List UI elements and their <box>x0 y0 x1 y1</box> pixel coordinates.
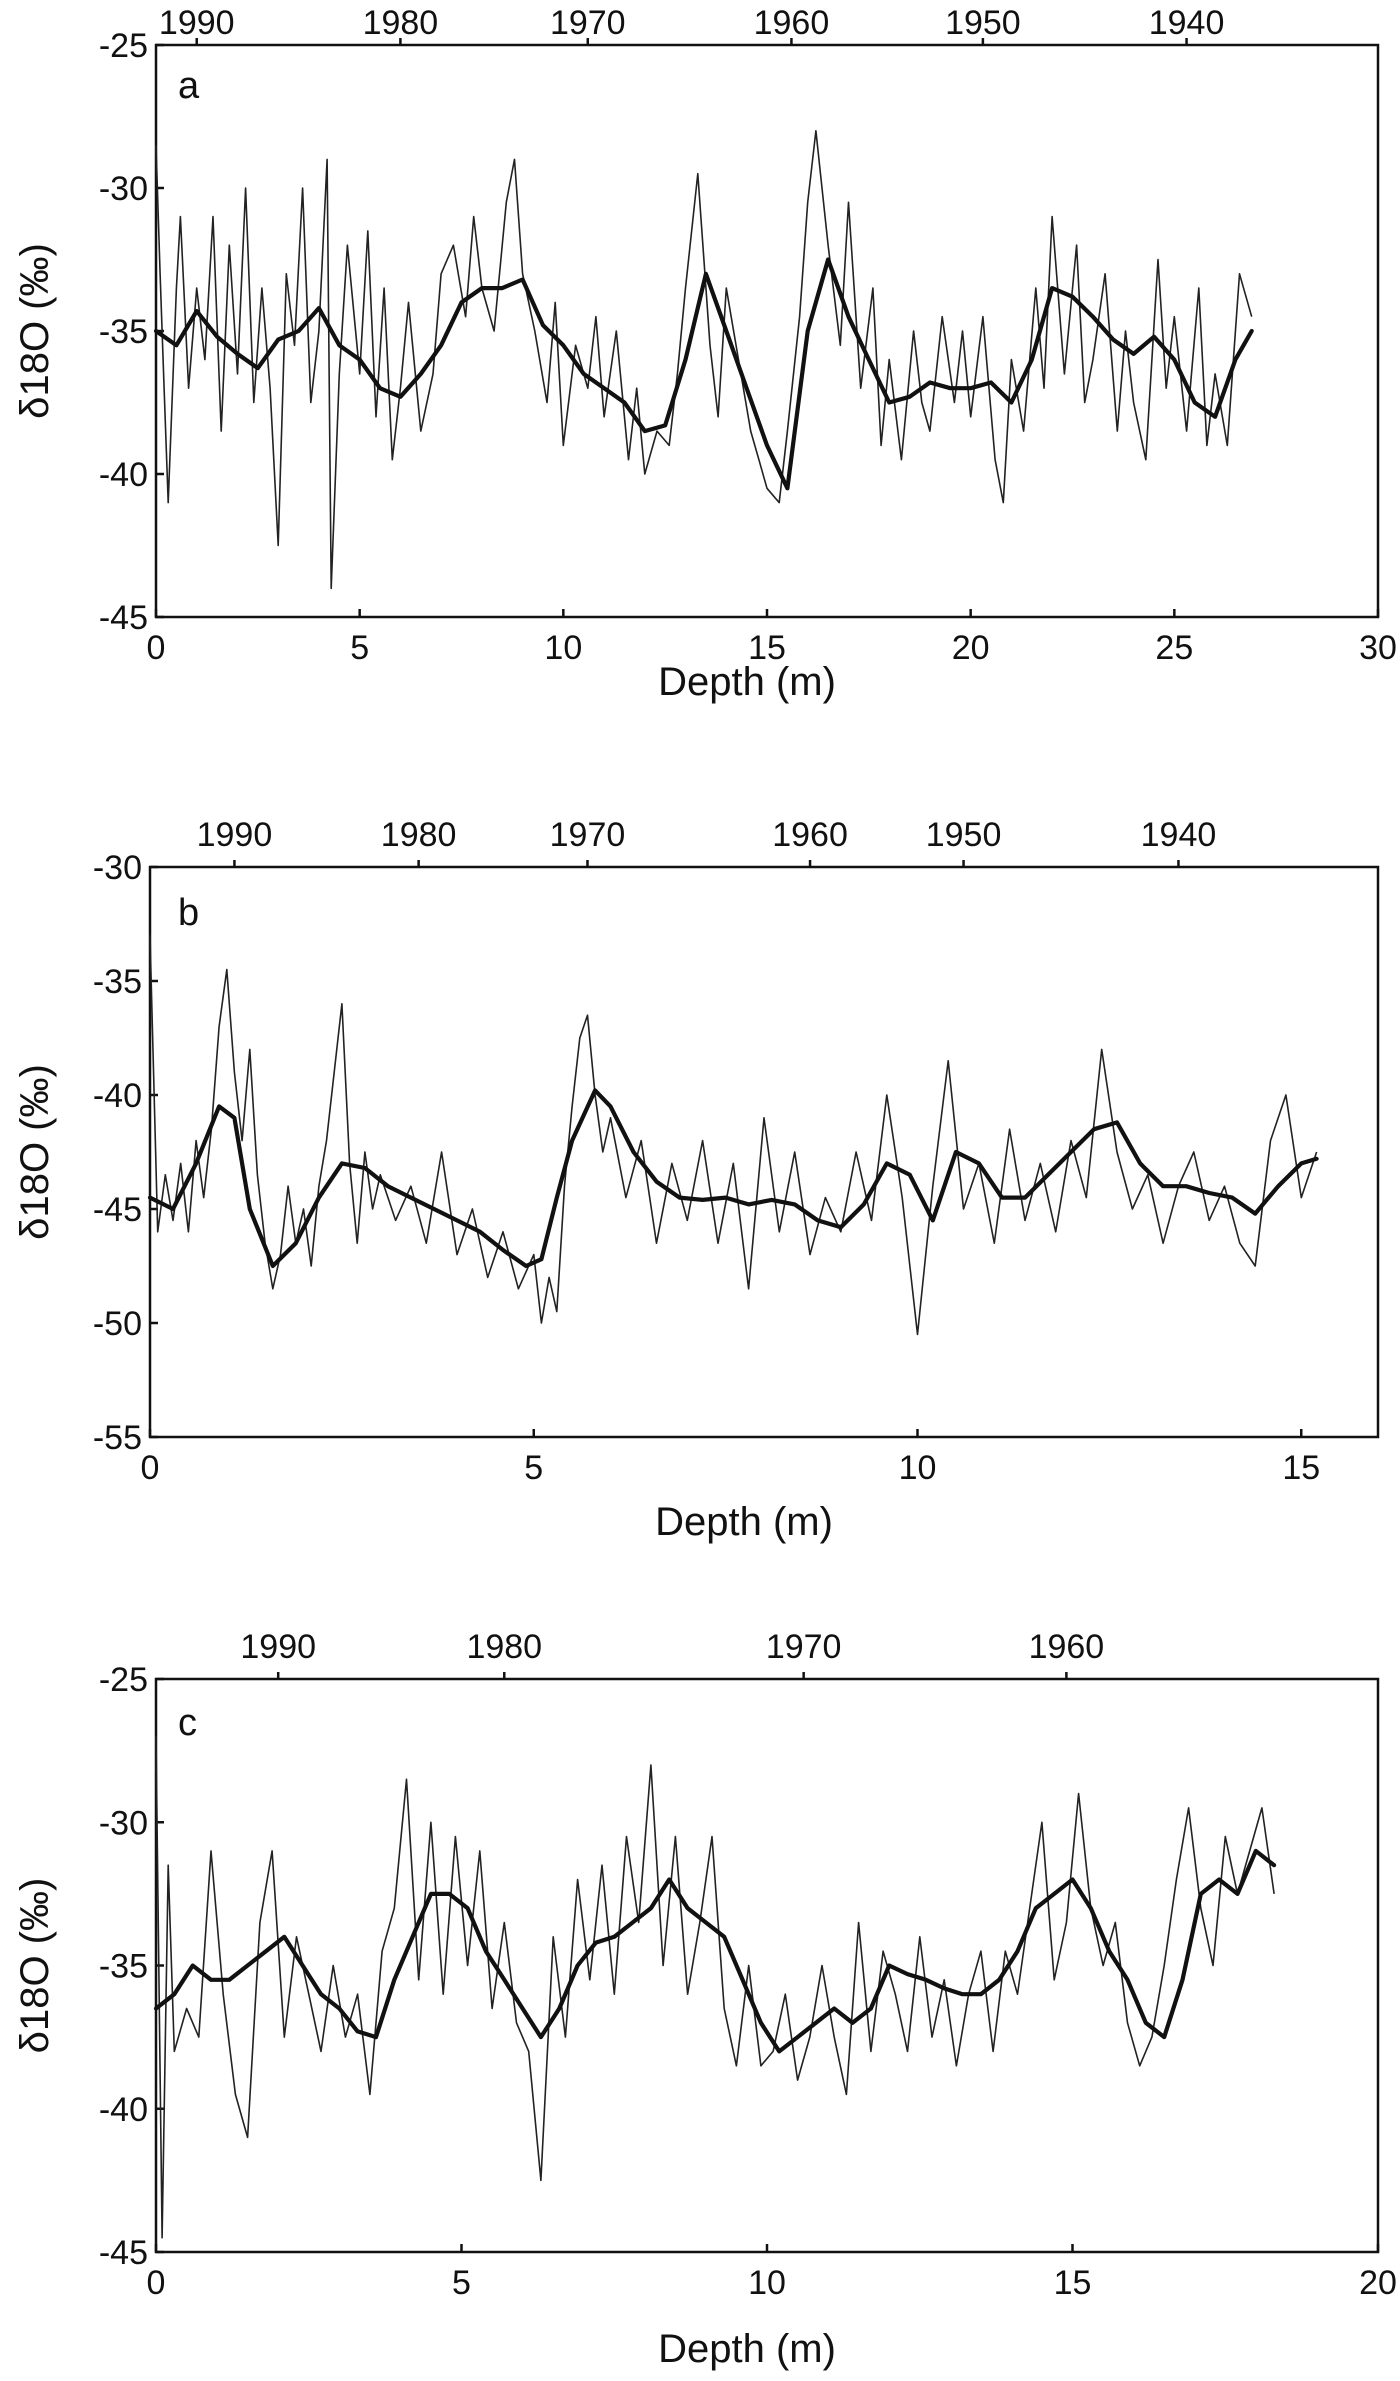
x-tick-label: 20 <box>952 629 990 667</box>
x-tick-label: 10 <box>544 629 582 667</box>
y-tick-label: -25 <box>99 27 148 65</box>
x-tick-label: 5 <box>350 629 369 667</box>
x-tick-label: 15 <box>1054 2264 1092 2302</box>
panel-letter: c <box>178 1702 197 1744</box>
y-tick-label: -50 <box>93 1305 142 1343</box>
y-tick-label: -25 <box>99 1661 148 1699</box>
x-tick-label: 10 <box>899 1449 937 1487</box>
x-tick-label: 10 <box>748 2264 786 2302</box>
top-year-label: 1980 <box>466 1628 542 1666</box>
top-year-label: 1960 <box>754 4 830 42</box>
top-year-label: 1970 <box>766 1628 842 1666</box>
x-tick-label: 0 <box>147 629 166 667</box>
top-year-label: 1940 <box>1141 816 1217 854</box>
smoothed-series-line <box>147 1088 1319 1269</box>
x-tick-label: 0 <box>141 1449 160 1487</box>
y-tick-label: -35 <box>99 313 148 351</box>
y-tick-label: -45 <box>99 2234 148 2272</box>
top-year-label: 1980 <box>381 816 457 854</box>
y-axis-title: δ18O (‰) <box>13 243 57 419</box>
y-tick-label: -40 <box>99 456 148 494</box>
smoothed-series-line <box>153 257 1254 491</box>
top-year-label: 1960 <box>772 816 848 854</box>
x-tick-label: 0 <box>147 2264 166 2302</box>
panel-letter: b <box>178 892 199 934</box>
x-tick-label: 15 <box>1282 1449 1320 1487</box>
x-tick-label: 5 <box>452 2264 471 2302</box>
smoothed-series-line <box>153 1848 1277 2054</box>
x-tick-label: 20 <box>1359 2264 1397 2302</box>
y-tick-label: -35 <box>93 963 142 1001</box>
top-year-label: 1990 <box>240 1628 316 1666</box>
y-tick-label: -45 <box>99 599 148 637</box>
x-axis-title: Depth (m) <box>655 1500 833 1544</box>
y-tick-label: -35 <box>99 1948 148 1986</box>
y-tick-label: -40 <box>93 1077 142 1115</box>
raw-series-line <box>155 1736 1275 2239</box>
x-axis-title: Depth (m) <box>658 660 836 704</box>
x-tick-label: 30 <box>1359 629 1397 667</box>
y-tick-label: -30 <box>93 849 142 887</box>
raw-series-line <box>149 935 1318 1336</box>
top-year-label: 1950 <box>945 4 1021 42</box>
chart-panel-a: 0 5 10 15 20 25 30 -25 -30 -35 -40 -45 1990 1980 1970 1… <box>13 4 1397 704</box>
y-tick-label: -30 <box>99 170 148 208</box>
y-axis-title: δ18O (‰) <box>13 1064 57 1240</box>
chart-panel-c: 0 5 10 15 20 -25 -30 -35 -40 -45 1990 1980 1970 1960 D… <box>13 1628 1397 2371</box>
x-tick-label: 5 <box>524 1449 543 1487</box>
plot-frame <box>154 1677 1380 2254</box>
chart-panel-b: 0 5 10 15 -30 -35 -40 -45 -50 -55 1990 1980 1970 1960… <box>13 816 1380 1544</box>
top-year-label: 1970 <box>550 4 626 42</box>
top-year-label: 1970 <box>550 816 626 854</box>
x-axis-title: Depth (m) <box>658 2327 836 2371</box>
panel-letter: a <box>178 65 200 107</box>
y-tick-label: -45 <box>93 1191 142 1229</box>
top-year-label: 1940 <box>1149 4 1225 42</box>
x-tick-label: 15 <box>748 629 786 667</box>
top-year-label: 1990 <box>159 4 235 42</box>
raw-series-line <box>155 130 1253 590</box>
y-axis-title: δ18O (‰) <box>13 1878 57 2054</box>
y-tick-label: -30 <box>99 1804 148 1842</box>
y-tick-label: -55 <box>93 1419 142 1457</box>
top-year-label: 1950 <box>926 816 1002 854</box>
x-tick-label: 25 <box>1155 629 1193 667</box>
top-year-label: 1990 <box>197 816 273 854</box>
y-tick-label: -40 <box>99 2091 148 2129</box>
top-year-label: 1980 <box>363 4 439 42</box>
plot-frame <box>148 865 1380 1439</box>
top-year-label: 1960 <box>1029 1628 1105 1666</box>
